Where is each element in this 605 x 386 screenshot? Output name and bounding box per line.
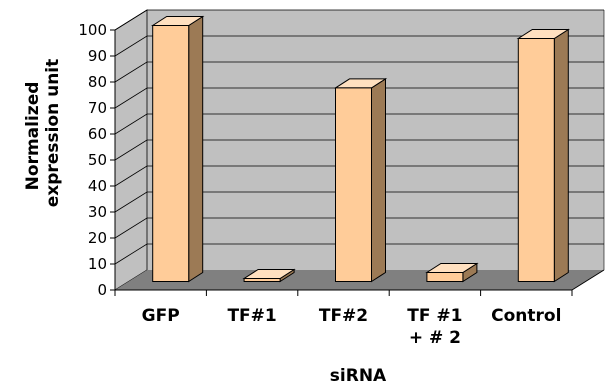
y-tick-label: 10 <box>88 255 107 273</box>
gridline <box>114 113 604 135</box>
floor-right-edge <box>571 269 605 291</box>
y-tick-label: 20 <box>88 229 107 247</box>
y-axis-title-line-2: expression unit <box>43 59 63 208</box>
y-tick-labels: 0 10 20 30 40 50 60 70 80 90 100 <box>78 21 107 299</box>
y-axis-title-line-1: Normalized <box>23 82 43 191</box>
y-tick-label: 0 <box>97 281 107 299</box>
bars <box>150 15 571 283</box>
bar-side <box>371 77 386 283</box>
gridline <box>114 35 604 57</box>
y-tick-label: 100 <box>78 21 107 39</box>
y-tick-label: 60 <box>88 125 107 143</box>
bar <box>333 77 388 283</box>
x-category-label: Control <box>491 306 561 326</box>
x-category-label: TF#1 <box>227 306 276 326</box>
bar-front <box>517 38 555 282</box>
gridline <box>114 217 604 239</box>
bar-front <box>243 278 281 282</box>
bar-front <box>152 25 190 282</box>
gridlines <box>114 9 605 270</box>
gridline <box>114 165 604 187</box>
gridline <box>114 87 604 109</box>
bar <box>516 28 571 283</box>
y-axis-title: Normalized expression unit <box>23 59 63 208</box>
y-tick-label: 50 <box>88 151 107 169</box>
y-tick-label: 70 <box>88 99 107 117</box>
gridline <box>114 61 604 83</box>
gridline <box>114 9 604 31</box>
gridline <box>114 139 604 161</box>
x-category-labels: GFP TF#1 TF#2 TF #1 + # 2 Control <box>142 306 562 348</box>
gridline <box>114 191 604 213</box>
bar <box>242 268 296 283</box>
bar-side <box>188 15 204 283</box>
bar <box>425 262 479 283</box>
x-category-label: TF #1 + # 2 <box>407 306 462 348</box>
bar-front <box>335 87 372 283</box>
y-tick-label: 90 <box>88 47 107 65</box>
x-axis-title: siRNA <box>330 366 387 386</box>
y-tick-label: 80 <box>88 73 107 91</box>
bar <box>150 15 205 283</box>
gridline <box>114 243 604 265</box>
y-tick-label: 40 <box>88 177 107 195</box>
x-category-label: TF#2 <box>319 306 368 326</box>
axes <box>110 29 605 296</box>
bar-front <box>426 272 464 282</box>
y-tick-label: 30 <box>88 203 107 221</box>
bar-side <box>553 28 569 283</box>
x-category-label: GFP <box>142 306 180 326</box>
